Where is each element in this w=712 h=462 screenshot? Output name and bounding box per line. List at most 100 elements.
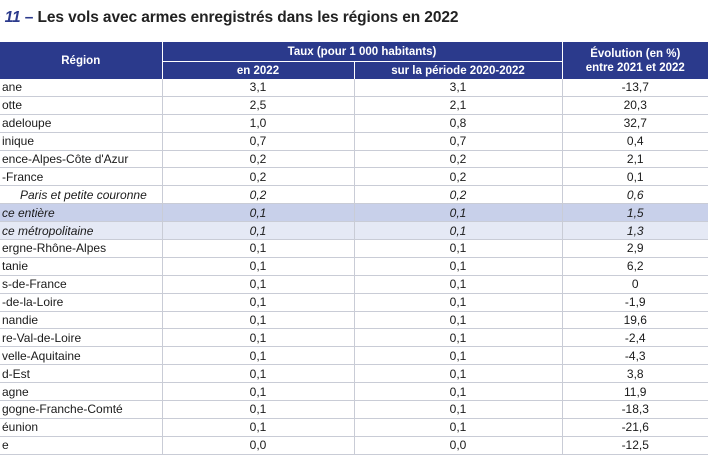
table-row: velle-Aquitaine 0,1 0,1 -4,3 [0, 346, 708, 366]
cell-taux-2022: 0,1 [161, 257, 354, 276]
cell-region: ence-Alpes-Côte d'Azur [0, 150, 162, 169]
cell-evolution: 19,6 [561, 311, 708, 330]
cell-region: velle-Aquitaine [0, 346, 162, 366]
cell-taux-2022: 0,1 [161, 293, 354, 312]
cell-taux-period: 0,1 [353, 328, 562, 348]
cell-evolution: -1,9 [561, 293, 708, 312]
table-row: tanie 0,1 0,1 6,2 [0, 257, 708, 276]
table-row: ergne-Rhône-Alpes 0,1 0,1 2,9 [0, 239, 708, 258]
cell-taux-period: 0,0 [353, 436, 562, 455]
cell-taux-period: 0,2 [353, 185, 562, 205]
cell-evolution: 20,3 [561, 96, 708, 115]
title-text: Les vols avec armes enregistrés dans les… [37, 9, 459, 26]
cell-taux-period: 0,1 [353, 275, 562, 294]
cell-evolution: 32,7 [561, 114, 708, 133]
cell-taux-2022: 0,2 [161, 150, 354, 169]
cell-taux-2022: 0,0 [161, 436, 354, 455]
cell-evolution: 3,8 [561, 364, 708, 384]
cell-taux-2022: 0,1 [161, 275, 354, 294]
figure-number: re 11 [0, 9, 21, 26]
cell-region: Paris et petite couronne [0, 185, 162, 205]
cell-taux-period: 0,1 [353, 239, 562, 258]
cell-taux-period: 0,1 [353, 382, 562, 402]
cell-taux-period: 0,1 [353, 400, 562, 419]
cell-region: adeloupe [0, 114, 162, 133]
cell-taux-2022: 0,2 [161, 167, 354, 187]
table-row: re-Val-de-Loire 0,1 0,1 -2,4 [0, 328, 708, 348]
cell-evolution: -2,4 [561, 328, 708, 348]
table-row: -France 0,2 0,2 0,1 [0, 167, 708, 187]
table-row: gogne-Franche-Comté 0,1 0,1 -18,3 [0, 400, 708, 419]
cell-region: s-de-France [0, 275, 162, 294]
table-row: ce métropolitaine 0,1 0,1 1,3 [0, 221, 708, 241]
header-taux-2022: en 2022 [161, 61, 354, 79]
header-region: Région [0, 42, 162, 79]
header-evolution-line1: Évolution (en %) [590, 47, 681, 60]
cell-taux-2022: 1,0 [161, 114, 354, 133]
cell-taux-2022: 0,1 [161, 418, 354, 437]
cell-taux-2022: 0,2 [161, 185, 354, 205]
header-taux-group: Taux (pour 1 000 habitants) [161, 42, 562, 62]
cell-evolution: -4,3 [561, 346, 708, 366]
cell-taux-2022: 0,7 [161, 132, 354, 151]
cell-region: otte [0, 96, 162, 115]
cell-taux-2022: 0,1 [161, 203, 354, 223]
header-taux-period: sur la période 2020-2022 [353, 61, 562, 79]
cell-taux-period: 0,1 [353, 346, 562, 366]
table-row: ce entière 0,1 0,1 1,5 [0, 203, 708, 223]
cell-taux-period: 0,8 [353, 114, 562, 133]
cell-taux-period: 0,2 [353, 150, 562, 169]
cell-taux-2022: 0,1 [161, 239, 354, 258]
cell-region: tanie [0, 257, 162, 276]
cell-taux-period: 0,2 [353, 167, 562, 187]
table-row: d-Est 0,1 0,1 3,8 [0, 364, 708, 384]
cell-taux-period: 0,1 [353, 203, 562, 223]
figure-title: re 11 – Les vols avec armes enregistrés … [0, 6, 458, 30]
cell-taux-2022: 0,1 [161, 382, 354, 402]
cell-region: ce métropolitaine [0, 221, 162, 241]
cell-region: ce entière [0, 203, 162, 223]
cell-region: éunion [0, 418, 162, 437]
cell-region: e [0, 436, 162, 455]
cell-taux-2022: 0,1 [161, 221, 354, 241]
cell-region: ergne-Rhône-Alpes [0, 239, 162, 258]
cell-evolution: 2,9 [561, 239, 708, 258]
cell-evolution: -13,7 [561, 79, 708, 97]
table-row: s-de-France 0,1 0,1 0 [0, 275, 708, 294]
cell-taux-period: 0,1 [353, 418, 562, 437]
cell-evolution: -18,3 [561, 400, 708, 419]
cell-evolution: 6,2 [561, 257, 708, 276]
cell-taux-period: 2,1 [353, 96, 562, 115]
cell-taux-period: 3,1 [353, 79, 562, 97]
cell-region: re-Val-de-Loire [0, 328, 162, 348]
cell-taux-2022: 0,1 [161, 364, 354, 384]
cell-region: -de-la-Loire [0, 293, 162, 312]
table-header: Région Taux (pour 1 000 habitants) Évolu… [0, 42, 708, 79]
table-row: e 0,0 0,0 -12,5 [0, 436, 708, 455]
cell-taux-period: 0,1 [353, 364, 562, 384]
table-row: agne 0,1 0,1 11,9 [0, 382, 708, 402]
table-row: Paris et petite couronne 0,2 0,2 0,6 [0, 185, 708, 205]
cell-taux-2022: 0,1 [161, 346, 354, 366]
cell-taux-2022: 0,1 [161, 328, 354, 348]
table-row: inique 0,7 0,7 0,4 [0, 132, 708, 151]
header-evolution: Évolution (en %) entre 2021 et 2022 [561, 42, 708, 79]
cell-region: gogne-Franche-Comté [0, 400, 162, 419]
cell-taux-2022: 0,1 [161, 311, 354, 330]
cell-evolution: 1,5 [561, 203, 708, 223]
table-row: éunion 0,1 0,1 -21,6 [0, 418, 708, 437]
cell-taux-2022: 2,5 [161, 96, 354, 115]
cell-evolution: 0,1 [561, 167, 708, 187]
cell-taux-period: 0,1 [353, 311, 562, 330]
cell-taux-period: 0,1 [353, 221, 562, 241]
cell-region: agne [0, 382, 162, 402]
cell-evolution: 1,3 [561, 221, 708, 241]
cell-region: nandie [0, 311, 162, 330]
cell-evolution: 11,9 [561, 382, 708, 402]
cell-evolution: -12,5 [561, 436, 708, 455]
cell-evolution: -21,6 [561, 418, 708, 437]
cell-taux-2022: 0,1 [161, 400, 354, 419]
table-row: ence-Alpes-Côte d'Azur 0,2 0,2 2,1 [0, 150, 708, 169]
cell-evolution: 0 [561, 275, 708, 294]
cell-region: -France [0, 167, 162, 187]
